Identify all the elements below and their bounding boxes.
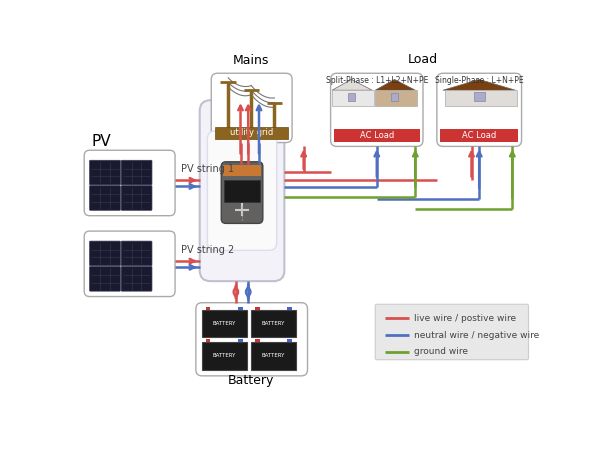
FancyBboxPatch shape (196, 303, 308, 376)
FancyBboxPatch shape (200, 100, 284, 281)
Text: AC Load: AC Load (359, 131, 394, 140)
Bar (440, 130, 518, 142)
Text: AC Load: AC Load (462, 131, 496, 140)
Text: BATTERY: BATTERY (212, 353, 236, 358)
Text: BATTERY: BATTERY (212, 321, 236, 326)
Bar (474, 92, 485, 101)
Bar (215, 127, 288, 139)
Bar (238, 339, 243, 342)
Text: Mains: Mains (233, 54, 269, 67)
Text: Battery: Battery (228, 374, 274, 387)
FancyBboxPatch shape (208, 131, 277, 250)
Text: neutral wire / negative wire: neutral wire / negative wire (414, 331, 539, 340)
Bar (251, 310, 296, 338)
Bar (251, 342, 296, 370)
FancyBboxPatch shape (89, 266, 121, 291)
Polygon shape (443, 79, 515, 90)
FancyBboxPatch shape (84, 231, 175, 297)
FancyBboxPatch shape (211, 73, 292, 143)
Bar (287, 306, 292, 310)
FancyBboxPatch shape (121, 186, 152, 210)
Bar (255, 339, 260, 342)
FancyBboxPatch shape (89, 186, 121, 210)
Text: PV string 2: PV string 2 (181, 245, 235, 255)
Polygon shape (332, 79, 372, 90)
FancyBboxPatch shape (121, 241, 152, 266)
FancyBboxPatch shape (331, 73, 423, 146)
Bar (287, 339, 292, 342)
FancyBboxPatch shape (89, 241, 121, 266)
Text: utility grid: utility grid (230, 128, 273, 137)
FancyBboxPatch shape (375, 304, 529, 360)
Bar (224, 180, 260, 202)
Text: BATTERY: BATTERY (262, 353, 286, 358)
Text: BATTERY: BATTERY (262, 321, 286, 326)
Bar (375, 90, 417, 106)
Text: PV string 1: PV string 1 (181, 164, 235, 174)
Text: ground wire: ground wire (414, 347, 468, 356)
Bar (255, 306, 260, 310)
Text: Split-Phase : L1+L2+N+PE: Split-Phase : L1+L2+N+PE (326, 76, 428, 86)
Bar (206, 339, 211, 342)
FancyBboxPatch shape (437, 73, 521, 146)
Bar (206, 306, 211, 310)
Bar (445, 90, 517, 106)
Text: PV: PV (92, 135, 112, 149)
Polygon shape (375, 79, 415, 90)
Bar (332, 90, 374, 106)
Bar (238, 306, 243, 310)
Bar (391, 93, 398, 101)
FancyBboxPatch shape (121, 160, 152, 185)
Text: live wire / postive wire: live wire / postive wire (414, 314, 516, 323)
Text: Single-Phase : L+N+PE: Single-Phase : L+N+PE (435, 76, 524, 86)
FancyBboxPatch shape (89, 160, 121, 185)
Bar (347, 93, 355, 101)
FancyBboxPatch shape (84, 150, 175, 216)
FancyBboxPatch shape (121, 266, 152, 291)
Bar (202, 310, 247, 338)
Bar (202, 342, 247, 370)
FancyBboxPatch shape (221, 162, 263, 223)
Bar (334, 130, 420, 142)
Text: Load: Load (408, 53, 438, 66)
Bar (223, 165, 262, 176)
